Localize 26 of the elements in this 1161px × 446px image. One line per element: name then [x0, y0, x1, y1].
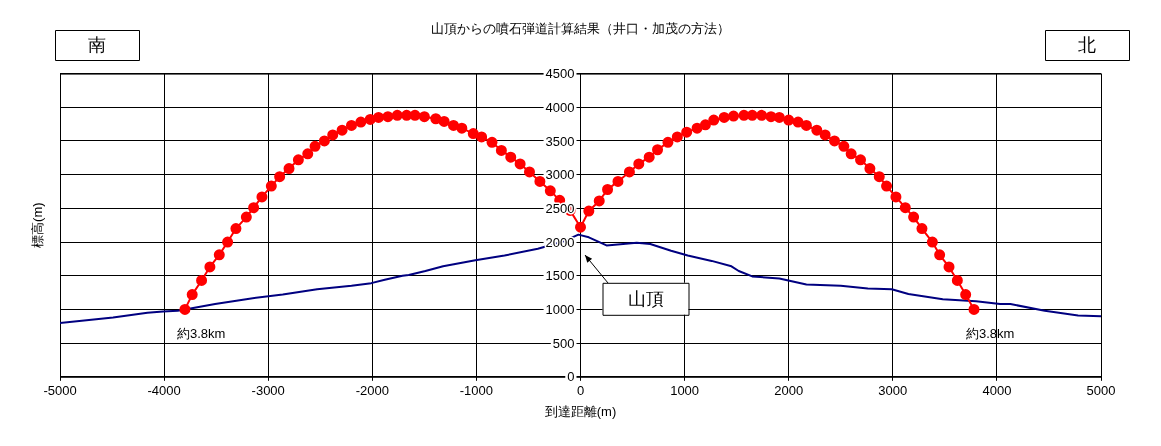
annotation: 約3.8km [176, 325, 226, 341]
y-tick-label: 4000 [545, 99, 575, 115]
x-tick-label: 0 [576, 383, 585, 399]
y-tick-label: 1000 [545, 302, 575, 317]
text: 北 [1078, 34, 1096, 55]
y-axis-title: 標高(m) [29, 202, 45, 248]
x-axis-title: 到達距離(m) [544, 403, 617, 419]
x-tick-label: -3000 [251, 383, 285, 399]
x-tick-label: 2000 [774, 383, 804, 399]
x-tick-label: -5000 [43, 383, 77, 399]
x-tick-label: 3000 [878, 383, 908, 399]
x-tick-label: 4000 [982, 383, 1012, 399]
y-tick-label: 3000 [545, 167, 575, 183]
y-tick-label: 500 [552, 335, 575, 351]
chart-title: 山頂からの噴石弾道計算結果（井口・加茂の方法） [431, 21, 730, 37]
x-tick-label: -2000 [355, 383, 389, 399]
x-tick-label: -4000 [147, 383, 181, 399]
x-tick-label: 5000 [1086, 383, 1116, 399]
y-tick-label: 0 [567, 369, 575, 385]
x-tick-label: 1000 [670, 383, 700, 399]
annotation: 山頂 [627, 288, 664, 309]
x-tick-label: -1000 [459, 383, 494, 399]
y-tick-label: 4500 [545, 66, 575, 82]
y-tick-label: 3500 [545, 133, 575, 149]
y-tick-label: 1500 [545, 268, 575, 284]
text: 南 [88, 34, 106, 55]
